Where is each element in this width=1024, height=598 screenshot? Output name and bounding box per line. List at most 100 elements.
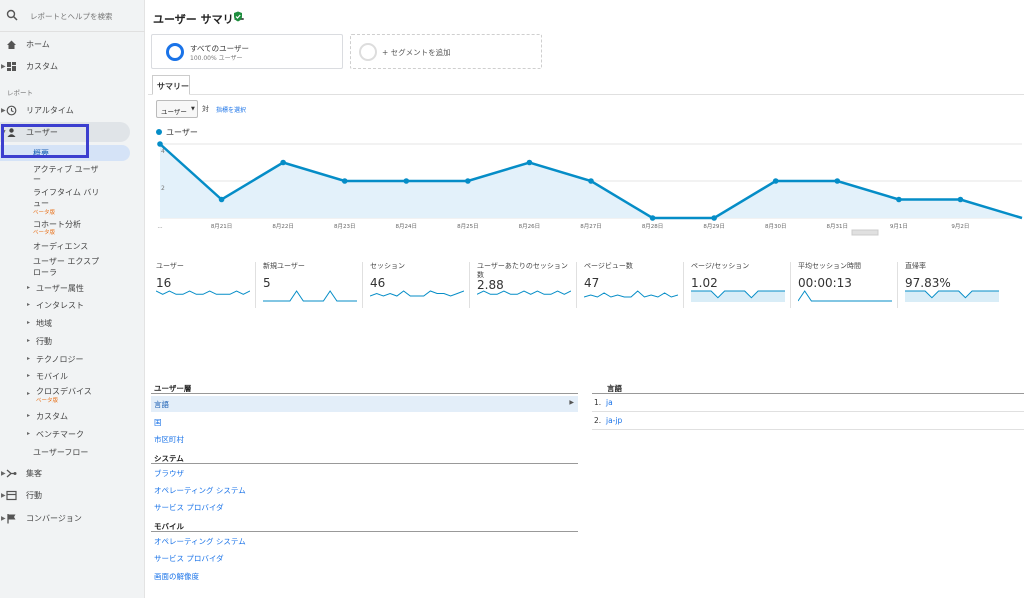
scorecard-value: 00:00:13 (798, 276, 852, 290)
tab-label: サマリー (157, 82, 189, 91)
chart-data-point (896, 196, 902, 203)
scorecard[interactable]: ページ/セッション 1.02 (691, 262, 791, 308)
scorecard-label: 直帰率 (905, 262, 926, 270)
beta-badge: ベータ版 (33, 210, 56, 216)
sidebar-sub-custom[interactable]: カスタム (36, 412, 68, 421)
table-rule (151, 531, 578, 532)
sidebar-sub-active-users[interactable]: アクティブ ユーザ (33, 165, 99, 174)
versus-label: 対 (202, 105, 209, 113)
mobile-header: モバイル (154, 522, 184, 531)
behavior-icon (6, 490, 17, 501)
sidebar-sub-cohort[interactable]: コホート分析 (33, 220, 81, 229)
legend-label: ユーザー (166, 128, 198, 137)
sidebar-item-conversion[interactable]: ▶ コンバージョン (0, 510, 145, 528)
person-icon (7, 128, 16, 137)
sidebar-sub-lifetime-value[interactable]: ライフタイム バリ (33, 188, 100, 197)
sidebar-sub-lifetime-value-cont[interactable]: ュー (33, 199, 49, 208)
scorecard[interactable]: ユーザー 16 (156, 262, 256, 308)
search-bar[interactable]: レポートとヘルプを検索 (0, 0, 145, 32)
dimension-mobile-os[interactable]: オペレーティング システム (154, 537, 246, 546)
selected-row[interactable]: ▶ (151, 396, 578, 412)
row-link[interactable]: ja (606, 398, 613, 407)
sidebar-sub-behavior[interactable]: 行動 (36, 337, 52, 346)
sidebar-sub-benchmark[interactable]: ベンチマーク (36, 430, 84, 439)
sidebar-sub-overview[interactable]: 概要 (33, 149, 49, 158)
scorecard[interactable]: ユーザーあたりのセッション数 2.88 (477, 262, 577, 308)
scorecard-value: 47 (584, 276, 600, 290)
chart-x-tick-label: 8月27日 (580, 223, 602, 230)
chevron-right-icon: ▸ (27, 390, 31, 397)
chevron-right-icon: ▶ (1, 470, 6, 477)
sparkline-line (905, 290, 999, 299)
tab-summary[interactable]: サマリー (152, 75, 190, 95)
sidebar-sub-user-explorer-cont[interactable]: ローラ (33, 268, 57, 277)
scorecard[interactable]: 直帰率 97.83% (905, 262, 1005, 308)
sidebar-item-label: 行動 (26, 491, 42, 500)
dimension-screen-resolution[interactable]: 画面の解像度 (154, 572, 199, 581)
chart-data-point (403, 178, 410, 184)
scorecard[interactable]: 新規ユーザー 5 (263, 262, 363, 308)
metric-dropdown[interactable]: ユーザー ▼ (156, 100, 198, 118)
sidebar-sub-interests[interactable]: インタレスト (36, 301, 84, 310)
chevron-right-icon: ▸ (27, 372, 31, 379)
chart-y-tick-label: 4 (161, 148, 165, 155)
chevron-right-icon: ▸ (27, 430, 31, 437)
sidebar-sub-user-flow[interactable]: ユーザーフロー (33, 448, 89, 457)
search-input[interactable]: レポートとヘルプを検索 (30, 12, 113, 21)
chevron-right-icon: ▸ (27, 412, 31, 419)
dimension-country[interactable]: 国 (154, 418, 162, 427)
sidebar-sub-technology[interactable]: テクノロジー (36, 355, 84, 364)
chart-scroll-handle (851, 229, 879, 236)
chevron-down-icon: ▼ (191, 106, 195, 112)
choose-metric-link[interactable]: 指標を選択 (216, 107, 247, 114)
scorecard-sparkline (584, 290, 678, 298)
sparkline-line (263, 290, 357, 302)
dimension-city[interactable]: 市区町村 (154, 435, 184, 444)
dimension-language[interactable]: 言語 (154, 400, 169, 409)
dimension-os[interactable]: オペレーティング システム (154, 486, 246, 495)
highlight-annotation-box (1, 124, 89, 158)
page-title: ユーザー サマリー (153, 13, 245, 26)
sidebar-item-acquisition[interactable]: ▶ 集客 (0, 465, 145, 483)
sidebar-sub-geo[interactable]: 地域 (36, 319, 52, 328)
scorecard-divider (897, 262, 898, 308)
scorecard[interactable]: ページビュー数 47 (584, 262, 684, 308)
scorecard-sparkline (156, 290, 250, 295)
home-icon (7, 40, 16, 49)
scorecard-value: 1.02 (691, 276, 718, 290)
users-line-chart[interactable]: 4 2... 8月21日 8月22日 8月23日 8月24日 8月25日 8月26日 8月27日… (152, 138, 1024, 238)
sidebar-item-realtime[interactable]: ▶ リアルタイム (0, 102, 145, 120)
chart-x-tick-label: 9月1日 (890, 223, 908, 230)
sidebar-item-home[interactable]: ホーム (0, 36, 145, 54)
scorecard-label: ユーザー (156, 262, 184, 270)
row-number: 2. (594, 416, 602, 425)
dimension-mobile-service-provider[interactable]: サービス プロバイダ (154, 554, 224, 563)
sidebar-sub-user-explorer[interactable]: ユーザー エクスプ (33, 257, 100, 266)
add-segment-button[interactable]: + セグメントを追加 (350, 34, 542, 69)
sidebar-item-behavior[interactable]: ▶ 行動 (0, 487, 145, 505)
scorecard-label: ユーザーあたりのセッション数 (477, 262, 568, 279)
clock-icon (6, 105, 17, 116)
scorecard-sparkline (370, 290, 464, 297)
dimension-service-provider[interactable]: サービス プロバイダ (154, 503, 224, 512)
dimension-browser[interactable]: ブラウザ (154, 469, 184, 478)
sidebar-sub-demographics[interactable]: ユーザー属性 (36, 284, 84, 293)
chart-x-tick-label: 8月25日 (457, 223, 479, 230)
row-link[interactable]: ja-jp (606, 416, 623, 425)
system-header: システム (154, 454, 184, 463)
sidebar-sub-active-users-cont[interactable]: ー (33, 175, 41, 184)
scorecard[interactable]: 平均セッション時間 00:00:13 (798, 262, 898, 308)
scorecard-divider (255, 262, 256, 308)
chevron-right-icon: ▸ (27, 319, 31, 326)
sidebar-item-custom[interactable]: ▶ カスタム (0, 58, 145, 76)
segment-all-users[interactable]: すべてのユーザー 100.00% ユーザー (151, 34, 343, 69)
sidebar-sub-mobile[interactable]: モバイル (36, 372, 68, 381)
chart-data-point (957, 196, 964, 203)
sidebar-sub-audiences[interactable]: オーディエンス (33, 242, 89, 251)
scorecard-sparkline (798, 290, 892, 302)
scorecard-label: 新規ユーザー (263, 262, 305, 270)
sidebar-sub-cross-device[interactable]: クロスデバイス (36, 387, 92, 396)
scorecard[interactable]: セッション 46 (370, 262, 470, 308)
chart-x-tick-label: 8月26日 (519, 223, 541, 230)
scorecard-value: 5 (263, 276, 271, 290)
